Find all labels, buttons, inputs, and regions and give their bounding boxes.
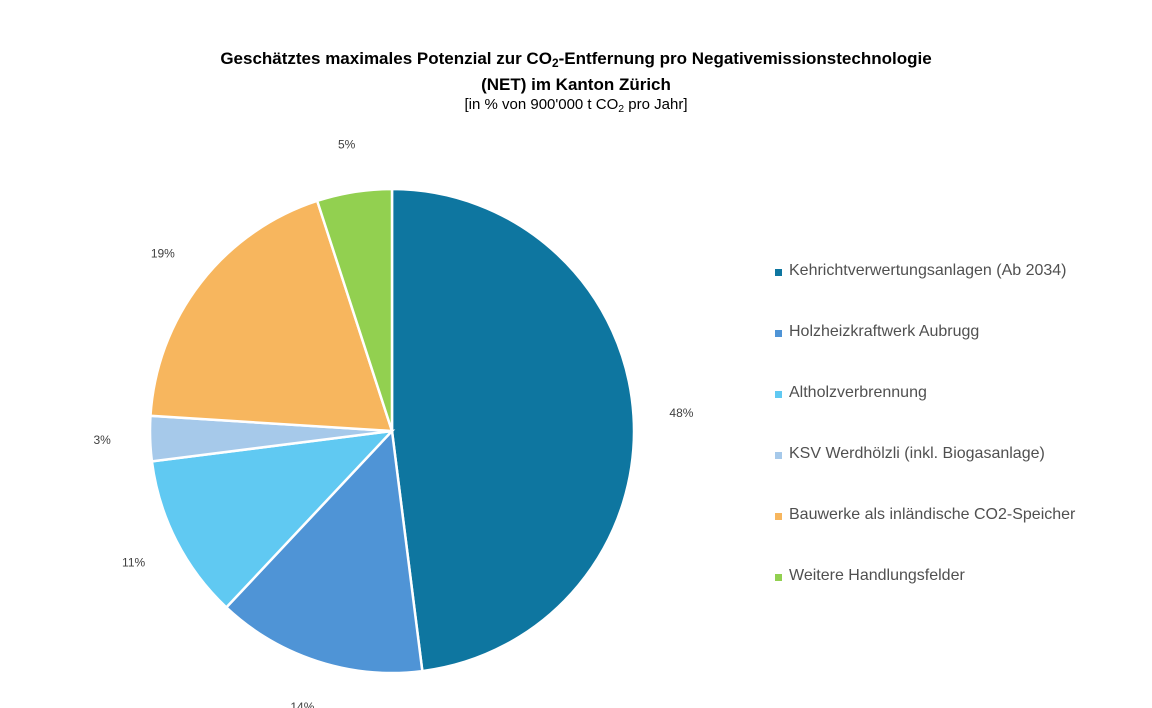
title-line2: (NET) im Kanton Zürich [481,75,671,94]
subtitle-subscript: 2 [618,103,625,115]
legend-swatch-3 [775,452,782,459]
pie-slice-2 [150,429,396,610]
title-part2: -Entfernung pro Negativemissionstechnolo… [558,49,932,68]
slice-percent-label-0: 48% [669,406,693,420]
legend-item-3: KSV Werdhölzli (inkl. Biogasanlage) [775,445,1075,506]
legend-label-2: Altholzverbrennung [789,384,927,401]
legend-item-5: Weitere Handlungsfelder [775,567,1075,628]
pie-slice-1 [224,428,424,675]
pie-slice-5 [315,187,394,432]
title-subscript: 2 [551,56,559,70]
legend-swatch-0 [775,269,782,276]
subtitle-part2: pro Jahr] [624,96,688,113]
slice-percent-label-4: 19% [151,246,175,260]
legend-label-0: Kehrichtverwertungsanlagen (Ab 2034) [789,262,1067,279]
legend-item-4: Bauwerke als inländische CO2-Speicher [775,506,1075,567]
subtitle-part1: [in % von 900'000 t CO [464,96,619,113]
legend-item-0: Kehrichtverwertungsanlagen (Ab 2034) [775,262,1075,323]
legend-swatch-5 [775,574,782,581]
slice-percent-label-2: 11% [122,556,145,570]
chart-subtitle: [in % von 900'000 t CO2 pro Jahr] [0,95,1152,119]
title-part1: Geschätztes maximales Potenzial zur CO [220,49,552,68]
legend-swatch-2 [775,391,782,398]
chart-legend: Kehrichtverwertungsanlagen (Ab 2034) Holz… [775,262,1075,628]
legend-label-1: Holzheizkraftwerk Aubrugg [789,323,980,340]
slice-percent-label-1: 14% [290,700,314,708]
chart-title: Geschätztes maximales Potenzial zur CO2-… [0,48,1152,95]
chart-title-block: Geschätztes maximales Potenzial zur CO2-… [0,48,1152,119]
legend-label-5: Weitere Handlungsfelder [789,567,965,584]
legend-item-1: Holzheizkraftwerk Aubrugg [775,323,1075,384]
legend-item-2: Altholzverbrennung [775,384,1075,445]
pie-slice-4 [149,199,394,433]
pie-slice-0 [390,187,636,673]
legend-swatch-4 [775,513,782,520]
legend-swatch-1 [775,330,782,337]
slice-percent-label-3: 3% [93,433,111,447]
legend-label-4: Bauwerke als inländische CO2-Speicher [789,506,1076,523]
slice-percent-label-5: 5% [338,138,356,152]
legend-label-3: KSV Werdhölzli (inkl. Biogasanlage) [789,445,1045,462]
